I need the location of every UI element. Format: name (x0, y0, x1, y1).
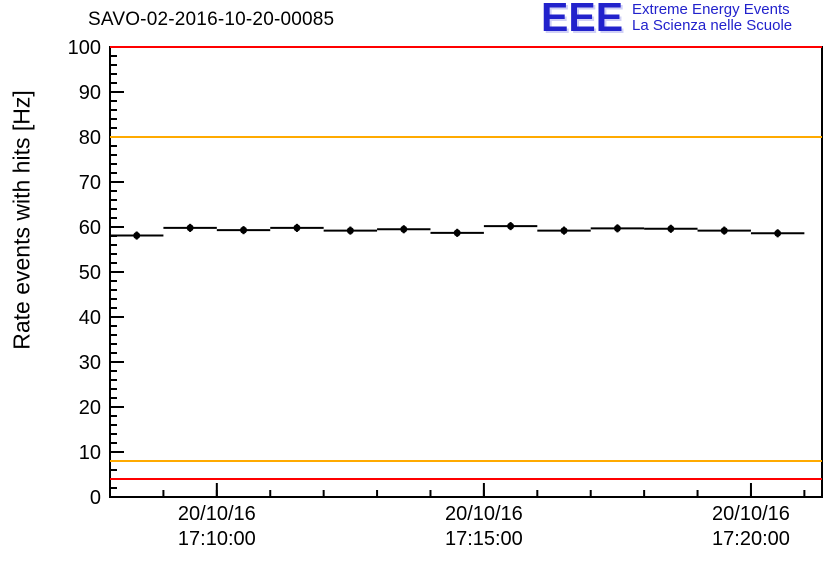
svg-text:20: 20 (79, 397, 101, 419)
svg-text:20/10/16: 20/10/16 (712, 503, 790, 525)
svg-text:0: 0 (90, 487, 101, 509)
svg-text:40: 40 (79, 307, 101, 329)
eee-logo: EEE Extreme Energy Events La Scienza nel… (541, 0, 792, 40)
svg-text:17:10:00: 17:10:00 (178, 528, 256, 550)
svg-text:20/10/16: 20/10/16 (445, 503, 523, 525)
eee-logo-text: Extreme Energy Events La Scienza nelle S… (632, 2, 792, 34)
y-axis-title: Rate events with hits [Hz] (8, 90, 35, 350)
chart-title: SAVO-02-2016-10-20-00085 (88, 9, 335, 30)
svg-text:90: 90 (79, 82, 101, 104)
eee-logo-line1: Extreme Energy Events (632, 1, 790, 18)
svg-text:30: 30 (79, 352, 101, 374)
svg-text:17:20:00: 17:20:00 (712, 528, 790, 550)
svg-text:80: 80 (79, 127, 101, 149)
svg-text:60: 60 (79, 217, 101, 239)
svg-text:17:15:00: 17:15:00 (445, 528, 523, 550)
eee-logo-line2: La Scienza nelle Scuole (632, 17, 793, 34)
svg-text:10: 10 (79, 442, 101, 464)
svg-text:20/10/16: 20/10/16 (178, 503, 256, 525)
svg-text:50: 50 (79, 262, 101, 284)
eee-logo-acronym: EEE (541, 0, 624, 40)
svg-text:100: 100 (68, 37, 101, 59)
svg-text:70: 70 (79, 172, 101, 194)
